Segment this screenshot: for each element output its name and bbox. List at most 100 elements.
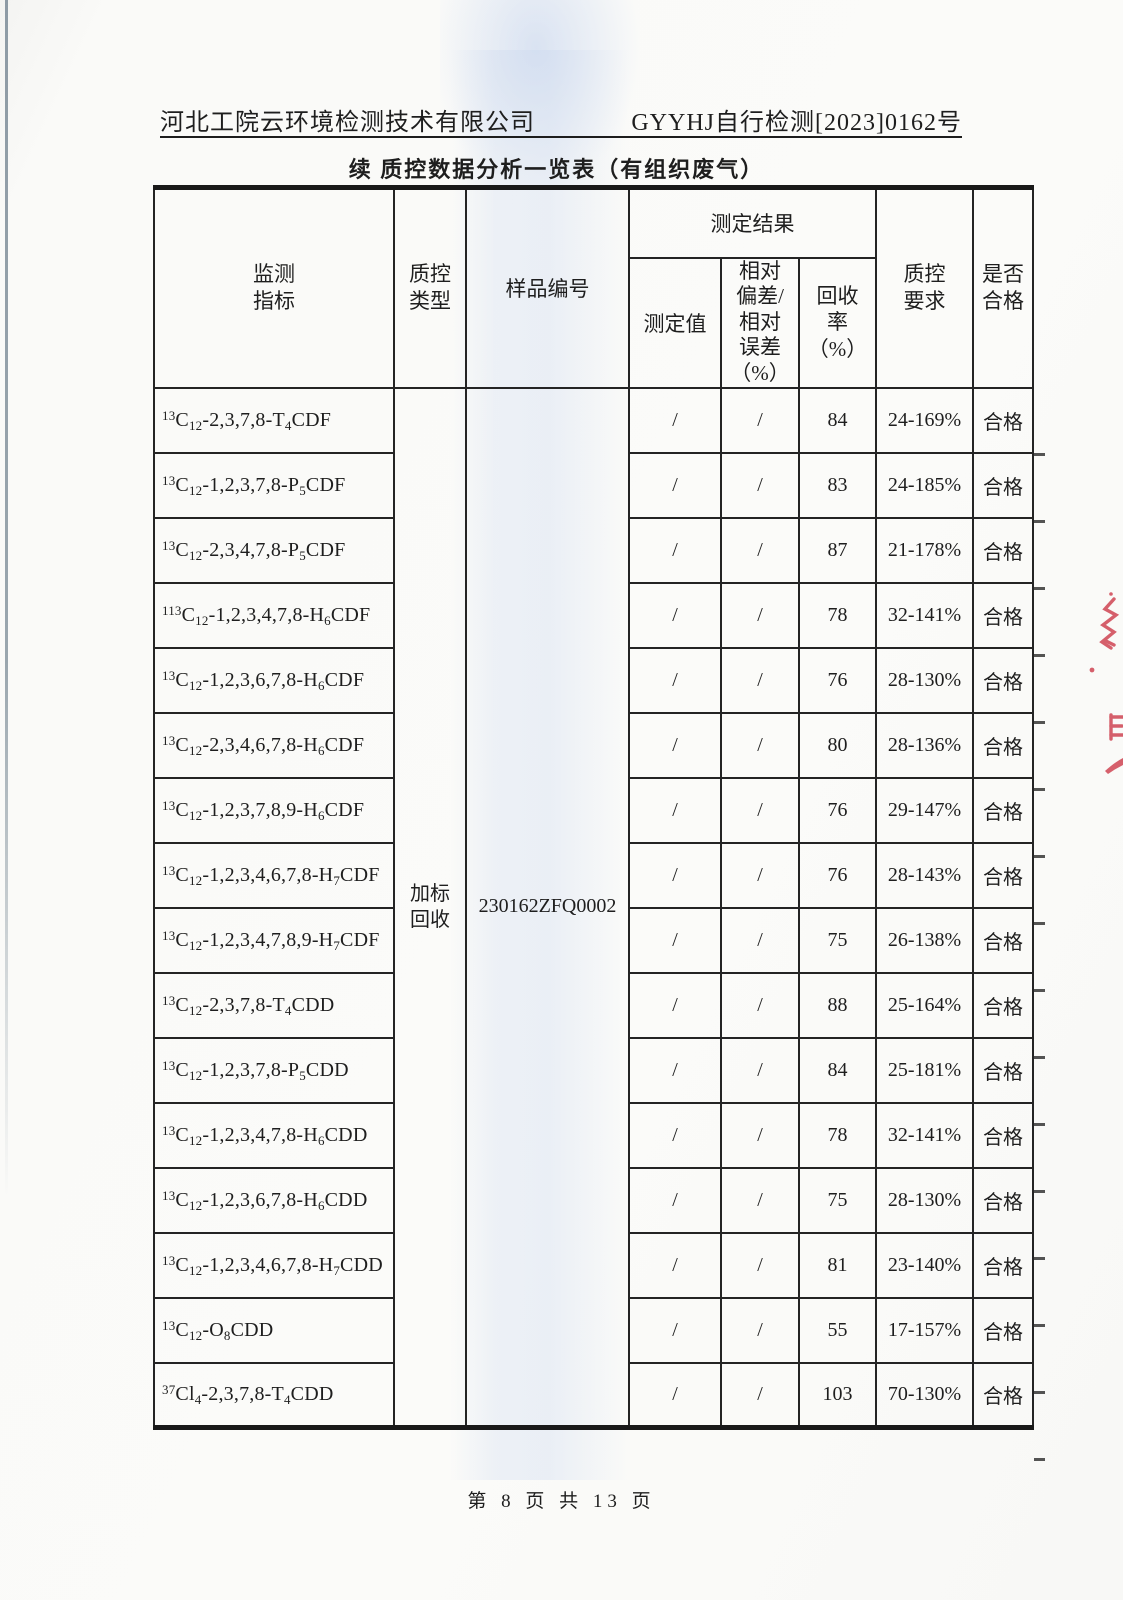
recovery-rate-cell: 55 bbox=[798, 1296, 877, 1364]
header-sample-id: 样品编号 bbox=[465, 186, 630, 389]
row-line-overshoot-ticks bbox=[1034, 389, 1045, 1461]
qualified-cell: 合格 bbox=[972, 1036, 1034, 1104]
recovery-rate-cell: 81 bbox=[798, 1231, 877, 1299]
page-number: 第 8 页 共 13 页 bbox=[467, 1491, 656, 1512]
recovery-rate-cell: 75 bbox=[798, 906, 877, 974]
header-deviation: 相对 偏差/ 相对 误差 （%） bbox=[720, 256, 800, 389]
qc-requirement-cell: 28-143% bbox=[875, 841, 974, 909]
table-row: 13C12-1,2,3,7,8-P5CDF / / 83 24-185% 合格 bbox=[153, 451, 1034, 519]
measured-value-cell: / bbox=[628, 1231, 722, 1299]
deviation-cell: / bbox=[720, 906, 800, 974]
measured-value-cell: / bbox=[628, 841, 722, 909]
measured-value-cell: / bbox=[628, 711, 722, 779]
doc-number: GYYHJ自行检测[2023]0162号 bbox=[631, 110, 962, 136]
qualified-cell: 合格 bbox=[972, 776, 1034, 844]
qc-requirement-cell: 23-140% bbox=[875, 1231, 974, 1299]
indicator-cell: 13C12-1,2,3,4,6,7,8-H7CDF bbox=[153, 841, 395, 909]
indicator-cell: 37Cl4-2,3,7,8-T4CDD bbox=[153, 1361, 395, 1429]
deviation-cell: / bbox=[720, 1036, 800, 1104]
header-measured: 测定值 bbox=[628, 256, 722, 389]
measured-value-cell: / bbox=[628, 906, 722, 974]
measured-value-cell: / bbox=[628, 451, 722, 519]
indicator-cell: 13C12-1,2,3,6,7,8-H6CDD bbox=[153, 1166, 395, 1234]
measured-value-cell: / bbox=[628, 776, 722, 844]
document-header: 河北工院云环境检测技术有限公司 GYYHJ自行检测[2023]0162号 bbox=[160, 102, 962, 137]
indicator-cell: 13C12-1,2,3,4,7,8-H6CDD bbox=[153, 1101, 395, 1169]
red-pen-marks bbox=[1089, 592, 1123, 774]
qc-requirement-cell: 28-130% bbox=[875, 646, 974, 714]
recovery-rate-cell: 76 bbox=[798, 646, 877, 714]
table-row: 13C12-1,2,3,7,8-P5CDD / / 84 25-181% 合格 bbox=[153, 1036, 1034, 1104]
measured-value-cell: / bbox=[628, 1036, 722, 1104]
qc-type-cell: 加标 回收 bbox=[393, 386, 467, 1429]
recovery-rate-cell: 76 bbox=[798, 776, 877, 844]
qualified-cell: 合格 bbox=[972, 1296, 1034, 1364]
deviation-cell: / bbox=[720, 581, 800, 649]
indicator-cell: 13C12-1,2,3,7,8-P5CDF bbox=[153, 451, 395, 519]
qc-requirement-cell: 28-136% bbox=[875, 711, 974, 779]
measured-value-cell: / bbox=[628, 1166, 722, 1234]
table-row: 13C12-2,3,7,8-T4CDD / / 88 25-164% 合格 bbox=[153, 971, 1034, 1039]
qc-requirement-cell: 26-138% bbox=[875, 906, 974, 974]
deviation-cell: / bbox=[720, 451, 800, 519]
qualified-cell: 合格 bbox=[972, 386, 1034, 454]
indicator-cell: 13C12-1,2,3,7,8,9-H6CDF bbox=[153, 776, 395, 844]
indicator-cell: 13C12-1,2,3,7,8-P5CDD bbox=[153, 1036, 395, 1104]
recovery-rate-cell: 75 bbox=[798, 1166, 877, 1234]
header-result-group: 测定结果 bbox=[628, 186, 877, 259]
recovery-rate-cell: 87 bbox=[798, 516, 877, 584]
deviation-cell: / bbox=[720, 1101, 800, 1169]
qualified-cell: 合格 bbox=[972, 1166, 1034, 1234]
recovery-rate-cell: 80 bbox=[798, 711, 877, 779]
deviation-cell: / bbox=[720, 841, 800, 909]
qc-requirement-cell: 70-130% bbox=[875, 1361, 974, 1429]
qualified-cell: 合格 bbox=[972, 971, 1034, 1039]
page-title: 续 质控数据分析一览表（有组织废气） bbox=[348, 157, 765, 182]
indicator-cell: 13C12-1,2,3,4,7,8,9-H7CDF bbox=[153, 906, 395, 974]
table-row: 13C12-2,3,4,7,8-P5CDF / / 87 21-178% 合格 bbox=[153, 516, 1034, 584]
deviation-cell: / bbox=[720, 1296, 800, 1364]
recovery-rate-cell: 84 bbox=[798, 1036, 877, 1104]
indicator-cell: 13C12-2,3,4,7,8-P5CDF bbox=[153, 516, 395, 584]
qualified-cell: 合格 bbox=[972, 711, 1034, 779]
measured-value-cell: / bbox=[628, 516, 722, 584]
indicator-cell: 13C12-2,3,4,6,7,8-H6CDF bbox=[153, 711, 395, 779]
qualified-cell: 合格 bbox=[972, 1361, 1034, 1429]
qualified-cell: 合格 bbox=[972, 841, 1034, 909]
table-row: 13C12-1,2,3,6,7,8-H6CDD / / 75 28-130% 合… bbox=[153, 1166, 1034, 1234]
header-qc-type: 质控 类型 bbox=[393, 186, 467, 389]
header-qualified: 是否 合格 bbox=[972, 186, 1034, 389]
table-row: 37Cl4-2,3,7,8-T4CDD / / 103 70-130% 合格 bbox=[153, 1361, 1034, 1429]
table-row: 113C12-1,2,3,4,7,8-H6CDF / / 78 32-141% … bbox=[153, 581, 1034, 649]
table-row: 13C12-1,2,3,4,7,8-H6CDD / / 78 32-141% 合… bbox=[153, 1101, 1034, 1169]
recovery-rate-cell: 103 bbox=[798, 1361, 877, 1429]
sample-id-cell: 230162ZFQ0002 bbox=[465, 386, 630, 1429]
header-recovery: 回收 率 （%） bbox=[798, 256, 877, 389]
measured-value-cell: / bbox=[628, 1101, 722, 1169]
indicator-cell: 13C12-1,2,3,6,7,8-H6CDF bbox=[153, 646, 395, 714]
table-row: 13C12-2,3,4,6,7,8-H6CDF / / 80 28-136% 合… bbox=[153, 711, 1034, 779]
recovery-rate-cell: 84 bbox=[798, 386, 877, 454]
measured-value-cell: / bbox=[628, 1296, 722, 1364]
qc-requirement-cell: 21-178% bbox=[875, 516, 974, 584]
table-row: 13C12-1,2,3,4,7,8,9-H7CDF / / 75 26-138%… bbox=[153, 906, 1034, 974]
measured-value-cell: / bbox=[628, 581, 722, 649]
deviation-cell: / bbox=[720, 516, 800, 584]
indicator-cell: 13C12-1,2,3,4,6,7,8-H7CDD bbox=[153, 1231, 395, 1299]
qualified-cell: 合格 bbox=[972, 646, 1034, 714]
deviation-cell: / bbox=[720, 1361, 800, 1429]
table-row: 13C12-1,2,3,4,6,7,8-H7CDD / / 81 23-140%… bbox=[153, 1231, 1034, 1299]
qc-requirement-cell: 25-181% bbox=[875, 1036, 974, 1104]
qc-data-table: 监测 指标 质控 类型 样品编号 测定结果 质控 要求 是否 合格 测定值 相对… bbox=[153, 185, 1034, 1431]
deviation-cell: / bbox=[720, 386, 800, 454]
qc-requirement-cell: 17-157% bbox=[875, 1296, 974, 1364]
recovery-rate-cell: 76 bbox=[798, 841, 877, 909]
qc-requirement-cell: 24-169% bbox=[875, 386, 974, 454]
qualified-cell: 合格 bbox=[972, 1231, 1034, 1299]
qualified-cell: 合格 bbox=[972, 451, 1034, 519]
company-name: 河北工院云环境检测技术有限公司 bbox=[160, 110, 535, 136]
recovery-rate-cell: 78 bbox=[798, 581, 877, 649]
table-row: 13C12-O8CDD / / 55 17-157% 合格 bbox=[153, 1296, 1034, 1364]
recovery-rate-cell: 88 bbox=[798, 971, 877, 1039]
qc-requirement-cell: 28-130% bbox=[875, 1166, 974, 1234]
